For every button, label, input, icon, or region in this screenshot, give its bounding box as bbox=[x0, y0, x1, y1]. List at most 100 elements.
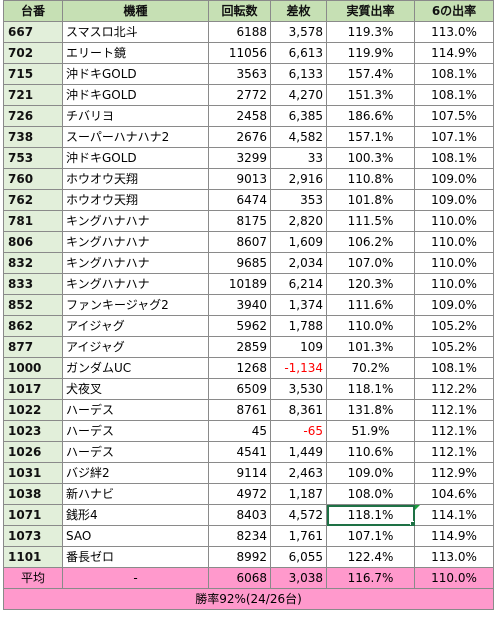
cell-spins[interactable]: 2676 bbox=[208, 126, 271, 148]
cell-spins[interactable]: 45 bbox=[208, 420, 271, 442]
header-spins[interactable]: 回転数 bbox=[208, 0, 271, 22]
cell-num[interactable]: 753 bbox=[3, 147, 63, 169]
cell-rate6[interactable]: 108.1% bbox=[414, 84, 494, 106]
cell-rate6[interactable]: 110.0% bbox=[414, 273, 494, 295]
cell-model[interactable]: ホウオウ天翔 bbox=[62, 189, 209, 211]
header-rate6[interactable]: 6の出率 bbox=[414, 0, 494, 22]
cell-spins[interactable]: 4541 bbox=[208, 441, 271, 463]
cell-model[interactable]: キングハナハナ bbox=[62, 231, 209, 253]
cell-diff[interactable]: 1,187 bbox=[270, 483, 327, 505]
cell-spins[interactable]: 5962 bbox=[208, 315, 271, 337]
cell-num[interactable]: 762 bbox=[3, 189, 63, 211]
cell-model[interactable]: アイジャグ bbox=[62, 315, 209, 337]
cell-spins[interactable]: 3940 bbox=[208, 294, 271, 316]
cell-rate[interactable]: 186.6% bbox=[326, 105, 415, 127]
cell-diff[interactable]: 2,034 bbox=[270, 252, 327, 274]
cell-num[interactable]: 721 bbox=[3, 84, 63, 106]
cell-rate[interactable]: 118.1% bbox=[326, 378, 415, 400]
cell-spins[interactable]: 11056 bbox=[208, 42, 271, 64]
cell-diff[interactable]: 2,820 bbox=[270, 210, 327, 232]
cell-num[interactable]: 1071 bbox=[3, 504, 63, 526]
cell-diff[interactable]: 3,530 bbox=[270, 378, 327, 400]
average-spins[interactable]: 6068 bbox=[208, 567, 271, 589]
cell-rate6[interactable]: 109.0% bbox=[414, 189, 494, 211]
cell-spins[interactable]: 4972 bbox=[208, 483, 271, 505]
cell-num[interactable]: 1017 bbox=[3, 378, 63, 400]
cell-rate[interactable]: 101.3% bbox=[326, 336, 415, 358]
cell-model[interactable]: 犬夜叉 bbox=[62, 378, 209, 400]
cell-rate[interactable]: 119.9% bbox=[326, 42, 415, 64]
cell-num[interactable]: 1038 bbox=[3, 483, 63, 505]
cell-rate[interactable]: 101.8% bbox=[326, 189, 415, 211]
cell-rate[interactable]: 111.5% bbox=[326, 210, 415, 232]
cell-rate[interactable]: 119.3% bbox=[326, 21, 415, 43]
fill-handle[interactable] bbox=[410, 521, 414, 525]
cell-rate[interactable]: 120.3% bbox=[326, 273, 415, 295]
cell-rate[interactable]: 108.0% bbox=[326, 483, 415, 505]
cell-rate[interactable]: 110.8% bbox=[326, 168, 415, 190]
cell-model[interactable]: チバリヨ bbox=[62, 105, 209, 127]
cell-rate6[interactable]: 109.0% bbox=[414, 168, 494, 190]
cell-model[interactable]: キングハナハナ bbox=[62, 210, 209, 232]
cell-diff[interactable]: 4,582 bbox=[270, 126, 327, 148]
win-rate-summary[interactable]: 勝率92%(24/26台) bbox=[3, 588, 494, 610]
cell-diff[interactable]: 1,449 bbox=[270, 441, 327, 463]
cell-model[interactable]: ホウオウ天翔 bbox=[62, 168, 209, 190]
cell-rate6[interactable]: 105.2% bbox=[414, 336, 494, 358]
cell-rate6[interactable]: 105.2% bbox=[414, 315, 494, 337]
cell-rate[interactable]: 107.1% bbox=[326, 525, 415, 547]
cell-rate[interactable]: 157.4% bbox=[326, 63, 415, 85]
cell-model[interactable]: キングハナハナ bbox=[62, 273, 209, 295]
cell-model[interactable]: ガンダムUC bbox=[62, 357, 209, 379]
cell-rate[interactable]: 122.4% bbox=[326, 546, 415, 568]
cell-num[interactable]: 862 bbox=[3, 315, 63, 337]
cell-rate6[interactable]: 107.5% bbox=[414, 105, 494, 127]
cell-rate[interactable]: 106.2% bbox=[326, 231, 415, 253]
cell-model[interactable]: キングハナハナ bbox=[62, 252, 209, 274]
cell-spins[interactable]: 8234 bbox=[208, 525, 271, 547]
cell-rate6[interactable]: 114.1% bbox=[414, 504, 494, 526]
cell-spins[interactable]: 8607 bbox=[208, 231, 271, 253]
cell-model[interactable]: ファンキージャグ2 bbox=[62, 294, 209, 316]
cell-model[interactable]: 銭形4 bbox=[62, 504, 209, 526]
cell-rate6[interactable]: 112.1% bbox=[414, 399, 494, 421]
cell-diff[interactable]: -1,134 bbox=[270, 357, 327, 379]
cell-rate6[interactable]: 108.1% bbox=[414, 357, 494, 379]
cell-num[interactable]: 1023 bbox=[3, 420, 63, 442]
cell-num[interactable]: 781 bbox=[3, 210, 63, 232]
cell-diff[interactable]: 4,572 bbox=[270, 504, 327, 526]
average-diff[interactable]: 3,038 bbox=[270, 567, 327, 589]
cell-rate[interactable]: 70.2% bbox=[326, 357, 415, 379]
cell-rate6[interactable]: 112.9% bbox=[414, 462, 494, 484]
cell-spins[interactable]: 2859 bbox=[208, 336, 271, 358]
cell-rate6[interactable]: 114.9% bbox=[414, 42, 494, 64]
cell-diff[interactable]: 6,214 bbox=[270, 273, 327, 295]
cell-num[interactable]: 1000 bbox=[3, 357, 63, 379]
cell-rate6[interactable]: 108.1% bbox=[414, 63, 494, 85]
cell-rate6[interactable]: 110.0% bbox=[414, 252, 494, 274]
cell-rate[interactable]: 100.3% bbox=[326, 147, 415, 169]
header-diff[interactable]: 差枚 bbox=[270, 0, 327, 22]
cell-num[interactable]: 1073 bbox=[3, 525, 63, 547]
cell-diff[interactable]: 6,613 bbox=[270, 42, 327, 64]
cell-num[interactable]: 833 bbox=[3, 273, 63, 295]
cell-rate6[interactable]: 109.0% bbox=[414, 294, 494, 316]
cell-model[interactable]: ハーデス bbox=[62, 420, 209, 442]
cell-model[interactable]: エリート鏡 bbox=[62, 42, 209, 64]
cell-diff[interactable]: 2,463 bbox=[270, 462, 327, 484]
average-rate6[interactable]: 110.0% bbox=[414, 567, 494, 589]
cell-diff[interactable]: 1,761 bbox=[270, 525, 327, 547]
cell-num[interactable]: 715 bbox=[3, 63, 63, 85]
cell-rate6[interactable]: 113.0% bbox=[414, 546, 494, 568]
cell-model[interactable]: ハーデス bbox=[62, 399, 209, 421]
cell-diff[interactable]: 3,578 bbox=[270, 21, 327, 43]
cell-spins[interactable]: 10189 bbox=[208, 273, 271, 295]
cell-rate[interactable]: 157.1% bbox=[326, 126, 415, 148]
cell-rate6[interactable]: 110.0% bbox=[414, 210, 494, 232]
cell-spins[interactable]: 6509 bbox=[208, 378, 271, 400]
cell-num[interactable]: 1031 bbox=[3, 462, 63, 484]
header-model[interactable]: 機種 bbox=[62, 0, 209, 22]
cell-diff[interactable]: 6,385 bbox=[270, 105, 327, 127]
cell-rate[interactable]: 109.0% bbox=[326, 462, 415, 484]
cell-rate[interactable]: 110.0% bbox=[326, 315, 415, 337]
